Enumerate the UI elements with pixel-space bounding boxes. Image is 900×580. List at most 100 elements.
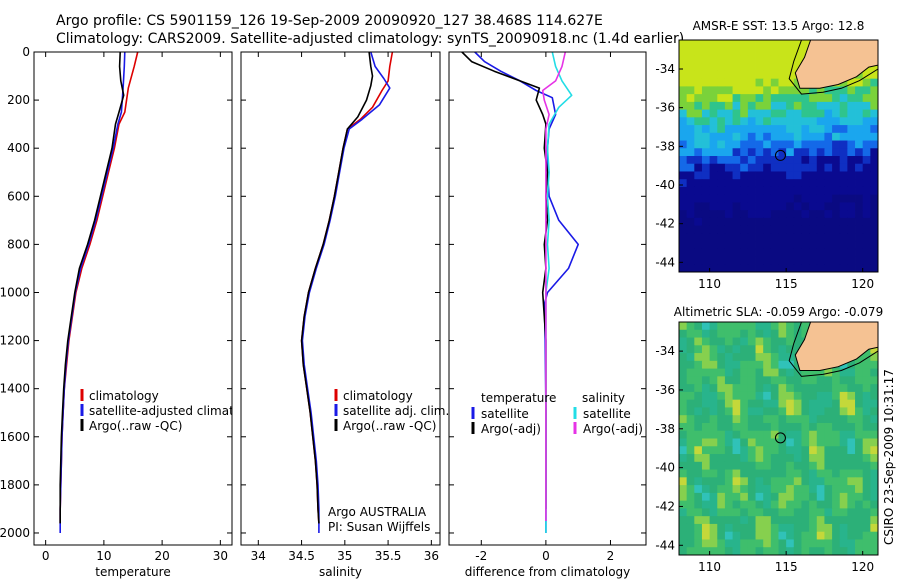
heatmap-cell <box>801 508 810 517</box>
heatmap-cell <box>778 217 787 226</box>
heatmap-cell <box>763 337 772 346</box>
heatmap-cell <box>847 186 856 196</box>
heatmap-cell <box>694 337 703 346</box>
heatmap-cell <box>839 376 848 385</box>
heatmap-cell <box>763 132 772 141</box>
heatmap-cell <box>862 523 871 533</box>
heatmap-cell <box>786 256 795 265</box>
heatmap-cell <box>801 368 810 377</box>
heatmap-cell <box>816 485 825 494</box>
heatmap-cell <box>740 78 749 87</box>
heatmap-cell <box>747 202 756 211</box>
heatmap-cell <box>862 360 871 369</box>
heatmap-cell <box>862 156 871 165</box>
heatmap-cell <box>694 446 703 455</box>
heatmap-cell <box>679 422 688 432</box>
heatmap-cell <box>786 547 795 556</box>
heatmap-cell <box>755 256 764 265</box>
series-line-salinity-argo-adj <box>541 51 567 521</box>
heatmap-cell <box>747 217 756 226</box>
heatmap-cell <box>809 492 818 502</box>
heatmap-cell <box>694 492 703 502</box>
heatmap-cell <box>763 547 772 556</box>
heatmap-cell <box>709 477 718 486</box>
heatmap-cell <box>847 360 856 369</box>
x-tick-label: 10 <box>96 549 111 563</box>
heatmap-cell <box>701 500 711 509</box>
heatmap-cell <box>709 70 718 80</box>
heatmap-cell <box>686 322 695 331</box>
heatmap-cell <box>778 248 787 257</box>
heatmap-cell <box>724 399 733 408</box>
heatmap-cell <box>679 186 688 196</box>
heatmap-cell <box>870 202 879 211</box>
heatmap-cell <box>740 163 749 172</box>
heatmap-cell <box>732 531 741 540</box>
heatmap-cell <box>701 329 711 338</box>
heatmap-cell <box>770 140 779 149</box>
heatmap-cell <box>717 125 726 134</box>
heatmap-cell <box>809 241 818 250</box>
heatmap-cell <box>855 241 864 250</box>
heatmap-cell <box>801 94 810 103</box>
heatmap-cell <box>832 225 841 234</box>
heatmap-cell <box>801 148 810 157</box>
heatmap-cell <box>824 438 833 447</box>
heatmap-cell <box>855 217 864 226</box>
heatmap-cell <box>740 40 749 49</box>
heatmap-cell <box>793 256 802 265</box>
y-tick-label: -40 <box>655 178 675 192</box>
heatmap-cell <box>686 125 695 134</box>
heatmap-cell <box>724 353 733 362</box>
heatmap-cell <box>694 186 703 196</box>
heatmap-cell <box>763 531 772 540</box>
heatmap-cell <box>847 94 856 103</box>
y-tick-label: -38 <box>655 422 675 436</box>
heatmap-cell <box>839 186 848 196</box>
heatmap-cell <box>694 78 703 87</box>
heatmap-cell <box>870 547 879 556</box>
heatmap-cell <box>809 384 818 393</box>
heatmap-cell <box>763 241 772 250</box>
heatmap-cell <box>709 117 718 126</box>
heatmap-cell <box>778 508 787 517</box>
heatmap-cell <box>824 202 833 211</box>
x-tick-label: 120 <box>851 560 874 574</box>
heatmap-cell <box>701 202 711 211</box>
heatmap-cell <box>694 109 703 118</box>
heatmap-cell <box>755 156 764 165</box>
heatmap-cell <box>732 109 741 118</box>
heatmap-cell <box>717 422 726 432</box>
heatmap-cell <box>763 140 772 149</box>
heatmap-cell <box>801 477 810 486</box>
heatmap-cell <box>801 241 810 250</box>
heatmap-cell <box>747 523 756 533</box>
heatmap-cell <box>793 210 802 219</box>
heatmap-cell <box>855 264 864 273</box>
heatmap-cell <box>793 477 802 486</box>
heatmap-cell <box>870 217 879 226</box>
heatmap-cell <box>763 500 772 509</box>
heatmap-cell <box>724 140 733 149</box>
heatmap-cell <box>709 531 718 540</box>
heatmap-cell <box>862 384 871 393</box>
heatmap-cell <box>701 140 711 149</box>
heatmap-cell <box>747 109 756 118</box>
heatmap-cell <box>801 125 810 134</box>
heatmap-cell <box>686 55 695 64</box>
heatmap-cell <box>717 63 726 72</box>
heatmap-cell <box>816 516 825 525</box>
heatmap-cell <box>809 531 818 540</box>
heatmap-cell <box>709 422 718 432</box>
x-tick-label: 35 <box>337 549 352 563</box>
heatmap-cell <box>809 210 818 219</box>
x-tick-label: 35.5 <box>375 549 402 563</box>
heatmap-cell <box>694 264 703 273</box>
heatmap-cell <box>701 264 711 273</box>
heatmap-cell <box>839 217 848 226</box>
heatmap-cell <box>770 329 779 338</box>
heatmap-cell <box>686 248 695 257</box>
heatmap-cell <box>755 117 764 126</box>
heatmap-cell <box>763 461 772 470</box>
